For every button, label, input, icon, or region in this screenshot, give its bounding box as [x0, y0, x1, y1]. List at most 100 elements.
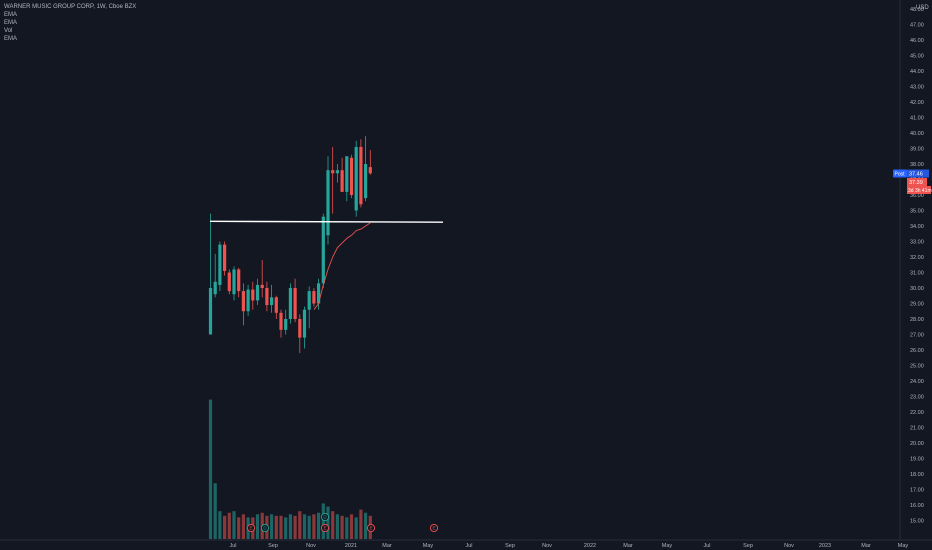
candle-body	[326, 170, 330, 236]
currency-label: USD	[916, 5, 929, 11]
candle-body	[298, 319, 302, 338]
candle-body	[279, 312, 283, 330]
time-tick-label: Nov	[542, 543, 552, 549]
time-tick-label: Mar	[623, 543, 633, 549]
time-tick-label: May	[898, 543, 909, 549]
event-letter: E	[323, 526, 326, 531]
volume-bar	[237, 517, 241, 539]
price-tick-label: 29.00	[910, 302, 924, 308]
price-tick-label: 15.00	[910, 519, 924, 525]
event-letter: D	[323, 515, 327, 520]
volume-bar	[213, 483, 217, 539]
time-tick-label: Jul	[703, 543, 710, 549]
volume-bar	[349, 514, 354, 539]
price-tick-label: 32.00	[910, 255, 924, 261]
time-tick-label: Sep	[743, 543, 753, 549]
indicator-ema-1[interactable]: EMA	[4, 12, 18, 18]
volume-bar	[312, 514, 316, 539]
volume-bar	[274, 515, 278, 539]
time-tick-label: May	[423, 543, 434, 549]
volume-bar	[354, 517, 358, 539]
indicator-ema-2[interactable]: EMA	[4, 20, 18, 26]
dividend-marker[interactable]: D	[260, 523, 270, 533]
candle-body	[213, 281, 217, 295]
price-tick-label: 25.00	[910, 364, 924, 370]
price-tick-label: 22.00	[910, 410, 924, 416]
horizontal-level-line[interactable]	[209, 220, 444, 223]
dividend-marker[interactable]: D	[320, 512, 330, 522]
price-tick-label: 28.00	[910, 317, 924, 323]
post-market-label: Post	[895, 172, 906, 178]
indicator-volume[interactable]: Vol	[4, 28, 13, 34]
candle-body	[307, 291, 311, 310]
time-tick-label: 2021	[345, 543, 357, 549]
earnings-marker[interactable]: E	[429, 523, 439, 533]
time-tick-label: Jul	[465, 543, 472, 549]
volume-bar	[255, 514, 260, 539]
time-axis[interactable]: Jul Sep Nov 2021 Mar May Jul Sep Nov 2022 Mar May Ju…	[229, 543, 908, 549]
price-tick-label: 30.00	[910, 286, 924, 292]
price-tick-label: 23.00	[910, 395, 924, 401]
volume-bar	[298, 511, 302, 539]
candle-body	[368, 167, 372, 174]
price-tick-label: 21.00	[910, 426, 924, 432]
candle-body	[312, 291, 316, 304]
time-tick-label: 2023	[819, 543, 831, 549]
volume-bar	[208, 399, 213, 539]
candle-body	[265, 288, 269, 306]
earnings-marker[interactable]: E	[246, 523, 256, 533]
volume-series	[208, 399, 372, 539]
level-line[interactable]	[209, 220, 444, 223]
volume-bar	[284, 517, 288, 539]
event-circle	[320, 512, 330, 522]
earnings-marker[interactable]: E	[320, 523, 330, 533]
candle-body	[321, 216, 325, 284]
indicator-ema-3[interactable]: EMA	[4, 36, 18, 42]
volume-bar	[335, 514, 339, 539]
price-tick-label: 48.00	[910, 7, 924, 13]
volume-bar	[345, 517, 349, 539]
price-tick-label: 35.00	[910, 209, 924, 215]
price-tick-label: 17.00	[910, 488, 924, 494]
symbol-title[interactable]: WARNER MUSIC GROUP CORP, 1W, Cboe BZX	[4, 4, 137, 10]
price-tick-label: 34.00	[910, 224, 924, 230]
volume-bar	[326, 506, 330, 539]
candle-body	[354, 146, 358, 211]
volume-bar	[218, 511, 222, 539]
volume-bar	[364, 512, 368, 539]
volume-bar	[302, 514, 307, 539]
event-letter: E	[249, 526, 252, 531]
candle-body	[223, 244, 227, 271]
price-tick-label: 40.00	[910, 131, 924, 137]
time-tick-label: Mar	[861, 543, 871, 549]
price-tick-label: 31.00	[910, 271, 924, 277]
event-circle	[246, 523, 256, 533]
price-tick-label: 26.00	[910, 348, 924, 354]
candle-body	[331, 170, 335, 174]
event-letter: E	[369, 526, 372, 531]
candle-body	[284, 319, 288, 330]
earnings-marker[interactable]: E	[366, 523, 376, 533]
volume-bar	[270, 514, 274, 539]
price-tick-label: 18.00	[910, 472, 924, 478]
time-tick-label: Jul	[229, 543, 236, 549]
volume-bar	[307, 515, 311, 539]
candle-body	[359, 146, 363, 205]
volume-bar	[241, 514, 245, 539]
volume-bar	[293, 515, 297, 539]
price-axis[interactable]: USD 48.00 47.00 46.00 45.00 44.00 43.00 42.00 4…	[893, 5, 932, 525]
candle-body	[255, 284, 260, 301]
volume-bar	[340, 515, 344, 539]
volume-bar	[279, 515, 283, 539]
last-price-tag: 37.39 3d 3h 41m	[907, 178, 932, 194]
price-tick-label: 44.00	[910, 69, 924, 75]
price-tick-label: 47.00	[910, 23, 924, 29]
last-price-value: 37.39	[909, 180, 923, 186]
candle-body	[232, 269, 236, 295]
price-tick-label: 45.00	[910, 54, 924, 60]
event-circle	[320, 523, 330, 533]
candle-body	[302, 309, 307, 338]
price-tick-label: 27.00	[910, 333, 924, 339]
